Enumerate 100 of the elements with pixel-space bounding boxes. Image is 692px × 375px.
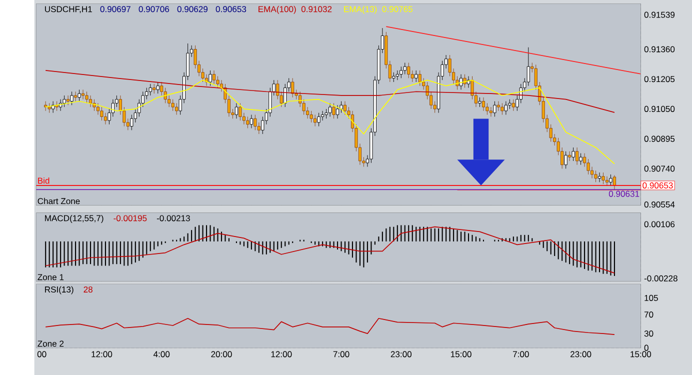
x-tick-label: 20:00 <box>211 350 232 358</box>
candlestick <box>526 46 530 86</box>
annotation: 0.90765 <box>382 6 412 12</box>
annotation: 0.91032 <box>301 6 332 12</box>
candlestick <box>164 87 167 104</box>
candlestick <box>314 114 317 126</box>
y-tick-label: 0.90740 <box>644 165 675 172</box>
candlestick <box>598 172 602 182</box>
candlestick <box>568 150 572 162</box>
candlestick <box>478 96 482 108</box>
y-tick-label: 70 <box>644 311 654 318</box>
y-tick-label: 0.91360 <box>644 46 675 52</box>
candlestick <box>336 104 340 119</box>
annotation: 28 <box>84 286 92 292</box>
x-tick-label: 7:00 <box>333 350 350 358</box>
candlestick <box>500 102 504 115</box>
x-tick-label: 15:00 <box>630 350 652 358</box>
candlestick <box>88 95 92 108</box>
candlestick <box>512 98 515 111</box>
x-tick-label: 23:00 <box>390 350 412 358</box>
candlestick <box>493 100 496 117</box>
candlestick <box>175 102 178 115</box>
candlestick <box>234 102 238 119</box>
candlestick <box>504 100 508 115</box>
y-tick-label: 0.91539 <box>644 12 675 18</box>
candlestick <box>96 102 100 115</box>
annotation: 0.90706 <box>138 6 170 12</box>
candlestick <box>403 62 406 74</box>
candlestick <box>246 116 250 128</box>
line-series <box>45 318 615 335</box>
annotation: -0.00213 <box>156 215 190 222</box>
candlestick <box>152 83 156 94</box>
candlestick <box>594 170 598 182</box>
y-tick-label: 0.00106 <box>644 221 675 228</box>
candlestick <box>564 150 568 169</box>
candlestick <box>254 114 257 130</box>
line-series <box>45 79 615 164</box>
candlestick <box>321 110 324 121</box>
candlestick <box>572 147 575 162</box>
candlestick <box>171 98 174 111</box>
y-tick-label: 0.91205 <box>644 76 675 82</box>
y-tick-label: 105 <box>644 294 658 301</box>
candlestick <box>486 102 489 115</box>
candlestick <box>212 70 216 84</box>
y-tick-label: -0.00228 <box>644 275 678 282</box>
chart-title: USDCHF,H1 <box>45 6 92 13</box>
chart-title: RSI(13) <box>45 286 74 294</box>
x-tick-label: 00 <box>37 350 46 358</box>
candlestick <box>396 70 399 80</box>
candlestick <box>392 72 396 82</box>
text: EMA(100) <box>258 6 296 14</box>
candlestick <box>81 89 85 100</box>
candlestick <box>145 87 148 100</box>
candlestick <box>291 78 294 98</box>
annotation: -0.00195 <box>114 215 147 222</box>
candlestick <box>470 76 474 100</box>
text: EMA(13) <box>344 6 377 14</box>
candlestick <box>257 122 260 134</box>
candlestick <box>194 44 197 69</box>
annotation: 0.90697 <box>100 6 130 12</box>
candlestick <box>602 172 605 184</box>
candlestick <box>482 96 486 111</box>
candlestick <box>579 152 582 165</box>
x-tick-label: 15:00 <box>450 350 472 358</box>
candlestick <box>328 102 332 117</box>
candlestick <box>66 95 70 106</box>
line-series <box>45 70 615 113</box>
candlestick <box>284 83 287 108</box>
candlestick <box>414 70 418 82</box>
candlestick <box>168 95 171 108</box>
candlestick <box>250 114 253 128</box>
candlestick <box>343 100 347 115</box>
annotation: Zone 1 <box>38 274 64 280</box>
candlestick <box>489 106 493 117</box>
y-tick-label: 30 <box>644 330 654 336</box>
candlestick <box>268 87 272 117</box>
y-tick-label: 0 <box>644 344 648 351</box>
candlestick <box>148 83 152 96</box>
candlestick <box>78 89 81 102</box>
candlestick <box>317 112 320 126</box>
candlestick <box>586 158 590 175</box>
candlestick <box>340 100 343 113</box>
candlestick <box>276 80 280 100</box>
chart-title: MACD(12,55,7) <box>45 214 104 223</box>
y-tick-label: 0.90895 <box>644 136 675 142</box>
candlestick <box>576 147 579 165</box>
annotation: Zone 2 <box>38 340 64 347</box>
candlestick <box>605 176 609 186</box>
candlestick <box>306 106 310 119</box>
candlestick <box>407 62 410 78</box>
x-tick-label: 12:00 <box>271 350 292 358</box>
y-tick-label: 0.91050 <box>644 106 675 112</box>
candlestick <box>104 112 108 124</box>
x-tick-label: 23:00 <box>570 350 592 358</box>
ref-line-label: 0.90631 <box>608 190 640 197</box>
candlestick <box>590 166 594 178</box>
x-tick-label: 4:00 <box>153 350 170 358</box>
candlestick <box>508 98 512 110</box>
line-series <box>45 226 615 274</box>
candlestick <box>74 91 78 102</box>
